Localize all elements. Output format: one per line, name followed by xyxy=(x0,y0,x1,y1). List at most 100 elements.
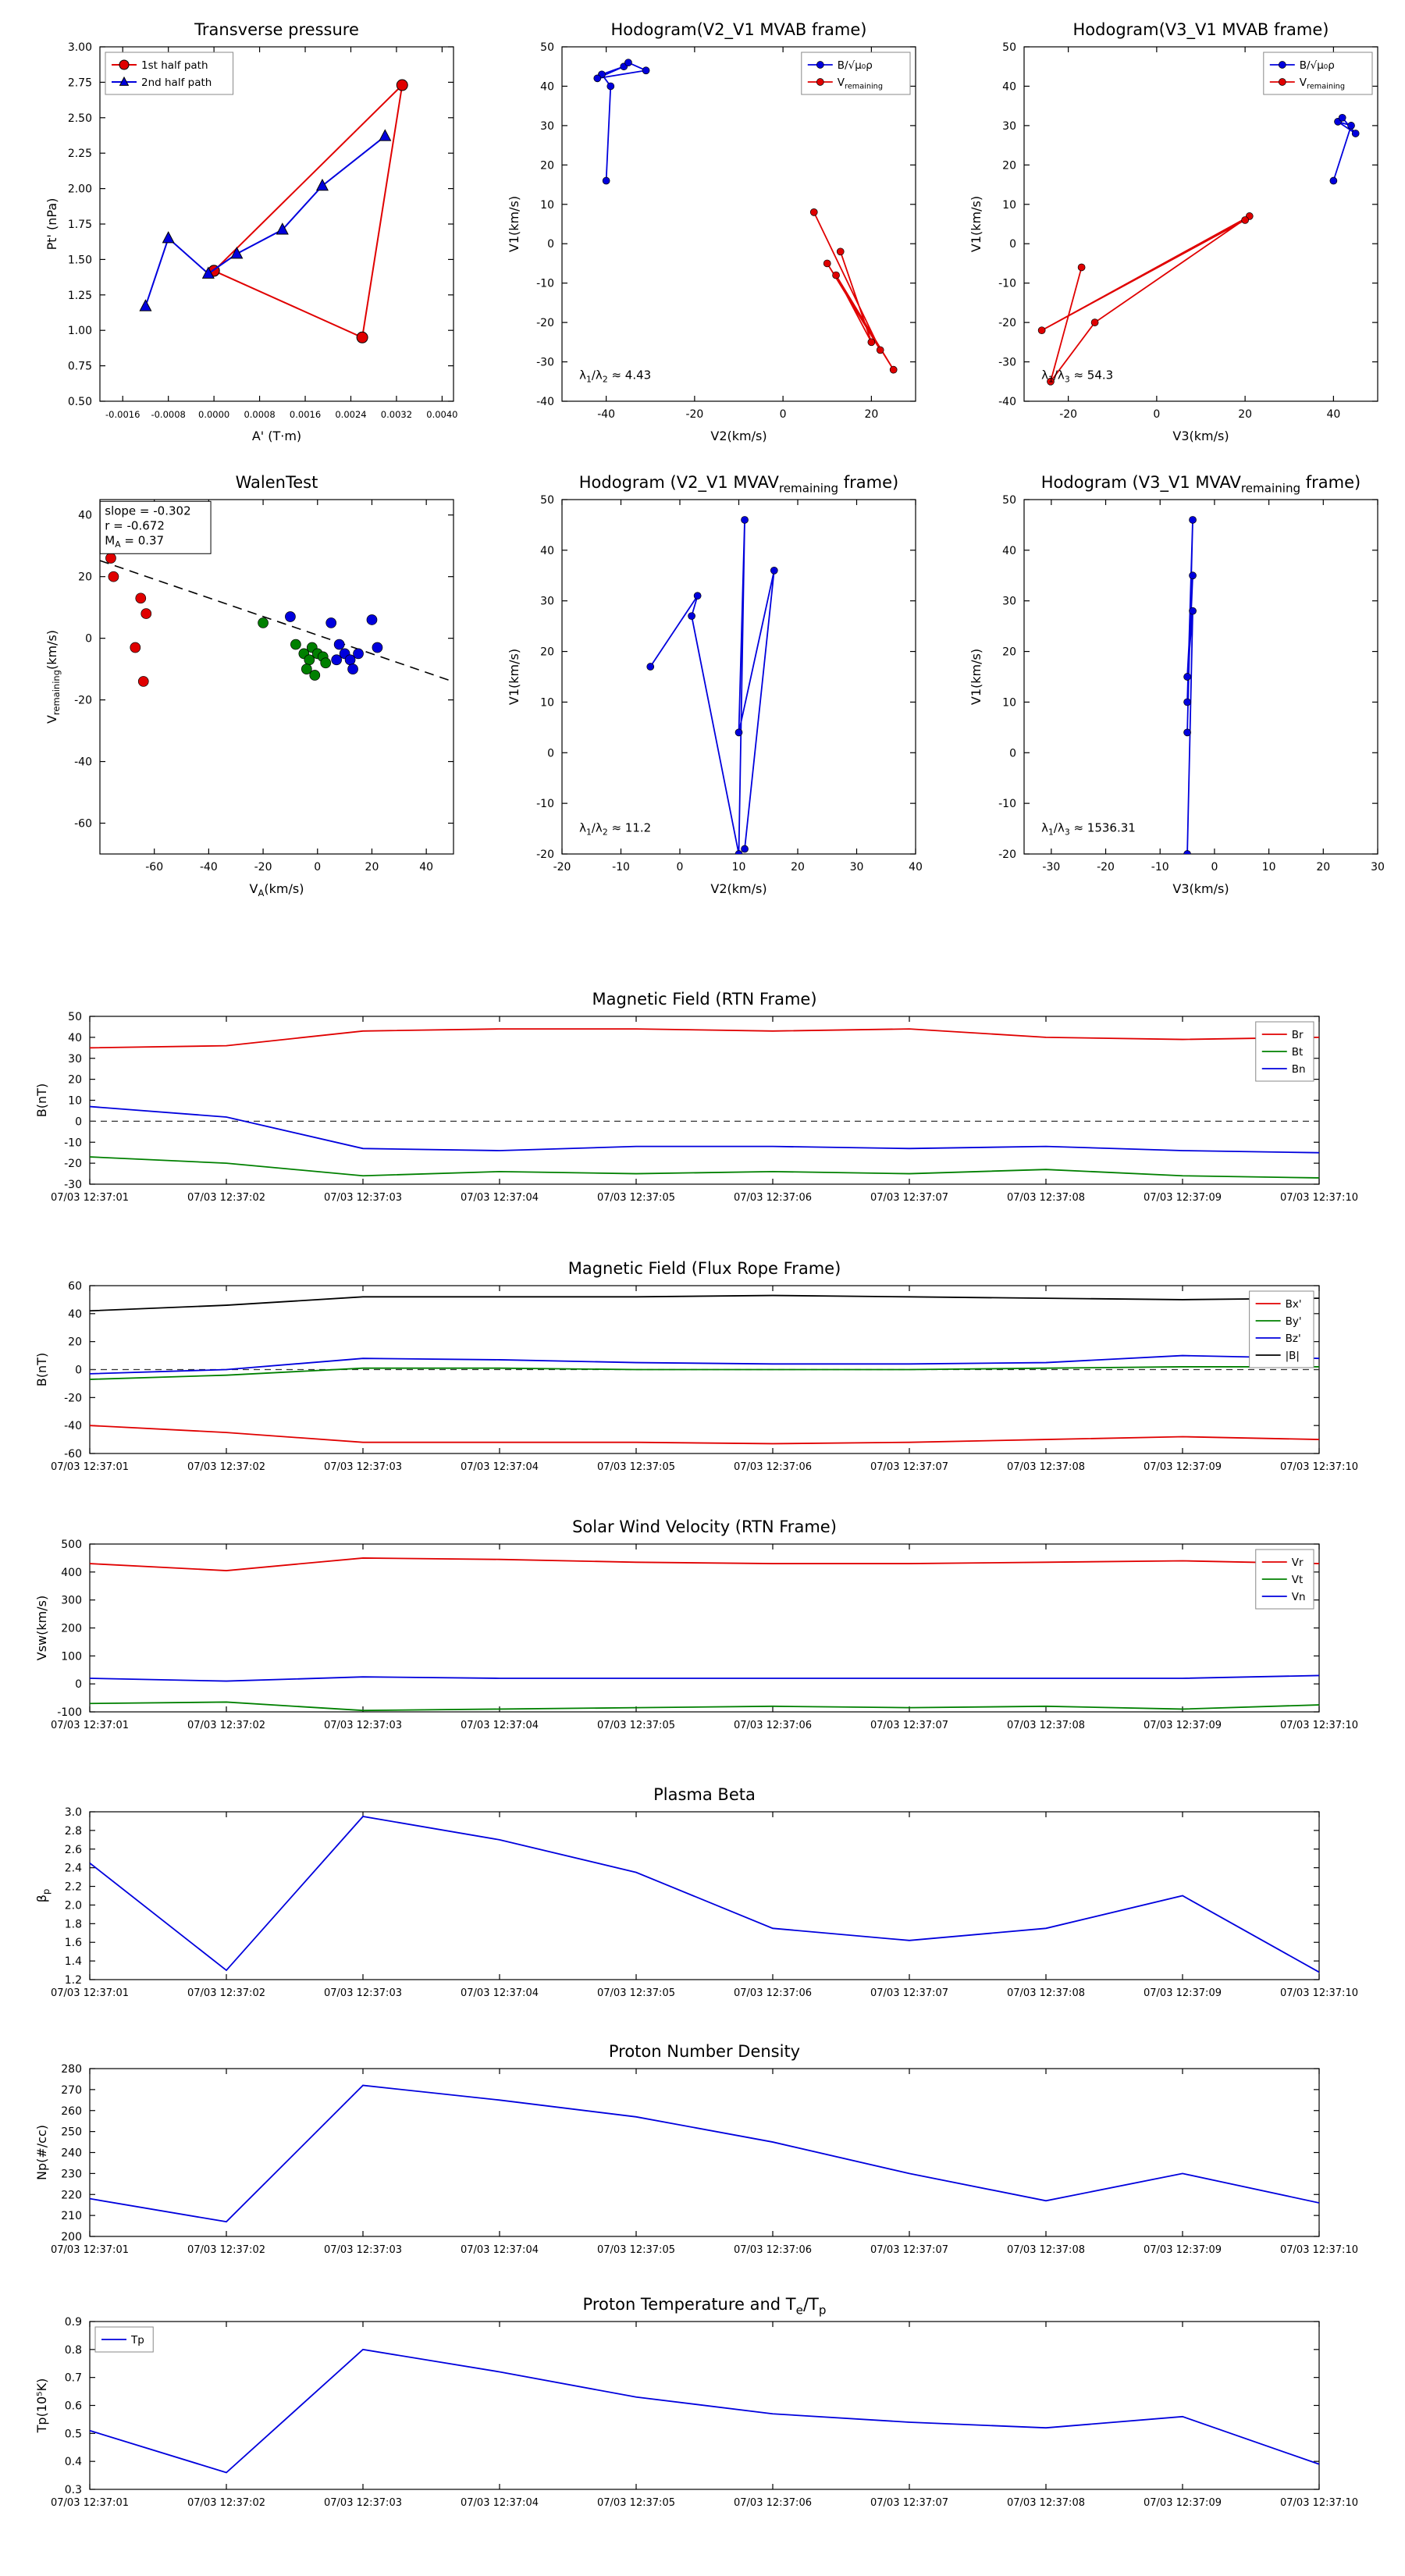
svg-text:-20: -20 xyxy=(536,849,554,861)
svg-text:-10: -10 xyxy=(1151,861,1169,873)
svg-text:-30: -30 xyxy=(536,357,554,369)
svg-text:-20: -20 xyxy=(64,1392,82,1404)
chart-proton-number-density: Proton Number Density 07/03 12:37:01 07/03… xyxy=(31,2041,1405,2275)
svg-text:Vt: Vt xyxy=(1292,1574,1304,1586)
svg-text:07/03 12:37:01: 07/03 12:37:01 xyxy=(51,1192,129,1204)
svg-text:-20: -20 xyxy=(998,849,1016,861)
svg-text:0.3: 0.3 xyxy=(65,2484,82,2496)
svg-text:10: 10 xyxy=(1002,696,1016,709)
svg-text:40: 40 xyxy=(68,1308,82,1321)
svg-text:100: 100 xyxy=(61,1650,82,1663)
svg-text:20: 20 xyxy=(78,571,92,584)
svg-text:07/03 12:37:07: 07/03 12:37:07 xyxy=(870,1987,948,1999)
svg-text:Solar Wind Velocity (RTN Frame: Solar Wind Velocity (RTN Frame) xyxy=(572,1517,837,1536)
svg-text:Hodogram (V3_V1 MVAVremaining: Hodogram (V3_V1 MVAVremaining frame) xyxy=(1041,473,1361,495)
svg-text:300: 300 xyxy=(61,1595,82,1607)
svg-text:Hodogram(V3_V1 MVAB frame): Hodogram(V3_V1 MVAB frame) xyxy=(1073,20,1329,40)
svg-text:-0.0008: -0.0008 xyxy=(151,409,185,420)
svg-text:07/03 12:37:02: 07/03 12:37:02 xyxy=(187,2497,265,2509)
svg-text:slope = -0.302: slope = -0.302 xyxy=(105,503,190,518)
svg-text:-20: -20 xyxy=(74,695,92,707)
svg-text:B/√μ₀ρ: B/√μ₀ρ xyxy=(1300,59,1335,72)
chart-hodogram-v3v1-mvav-remaining: Hodogram (V3_V1 MVAVremaining frame) -30 -… xyxy=(955,464,1389,901)
svg-text:2.6: 2.6 xyxy=(65,1844,82,1856)
svg-text:07/03 12:37:04: 07/03 12:37:04 xyxy=(461,2497,539,2509)
svg-text:07/03 12:37:06: 07/03 12:37:06 xyxy=(734,2244,812,2256)
svg-text:10: 10 xyxy=(540,696,554,709)
svg-text:-20: -20 xyxy=(536,317,554,329)
svg-text:V3(km/s): V3(km/s) xyxy=(1172,429,1229,443)
svg-text:20: 20 xyxy=(365,861,379,873)
svg-text:07/03 12:37:08: 07/03 12:37:08 xyxy=(1007,1720,1085,1731)
svg-text:Vn: Vn xyxy=(1292,1591,1306,1603)
svg-text:2.25: 2.25 xyxy=(68,148,92,160)
svg-text:07/03 12:37:07: 07/03 12:37:07 xyxy=(870,1461,948,1473)
svg-text:2.50: 2.50 xyxy=(68,112,92,125)
svg-text:2nd half path: 2nd half path xyxy=(141,76,212,89)
svg-text:0: 0 xyxy=(780,408,787,421)
svg-text:Vremaining(km/s): Vremaining(km/s) xyxy=(44,630,62,724)
svg-text:1.4: 1.4 xyxy=(65,1955,82,1968)
svg-text:07/03 12:37:01: 07/03 12:37:01 xyxy=(51,2244,129,2256)
svg-text:WalenTest: WalenTest xyxy=(236,473,318,492)
svg-text:1.00: 1.00 xyxy=(68,325,92,337)
svg-text:200: 200 xyxy=(61,2231,82,2243)
svg-text:07/03 12:37:04: 07/03 12:37:04 xyxy=(461,1192,539,1204)
svg-text:2.2: 2.2 xyxy=(65,1881,82,1894)
svg-text:-40: -40 xyxy=(64,1420,82,1432)
svg-text:20: 20 xyxy=(540,646,554,659)
svg-text:0: 0 xyxy=(1009,238,1016,251)
svg-text:07/03 12:37:01: 07/03 12:37:01 xyxy=(51,2497,129,2509)
svg-text:07/03 12:37:09: 07/03 12:37:09 xyxy=(1144,1720,1222,1731)
svg-text:-20: -20 xyxy=(1059,408,1077,421)
svg-text:0.75: 0.75 xyxy=(68,361,92,373)
svg-text:Hodogram (V2_V1 MVAVremaining: Hodogram (V2_V1 MVAVremaining frame) xyxy=(579,473,899,495)
svg-text:0.0000: 0.0000 xyxy=(198,409,229,420)
svg-text:30: 30 xyxy=(68,1053,82,1066)
svg-text:-60: -60 xyxy=(145,861,163,873)
svg-text:B/√μ₀ρ: B/√μ₀ρ xyxy=(838,59,873,72)
svg-text:-30: -30 xyxy=(64,1179,82,1191)
svg-text:-20: -20 xyxy=(553,861,571,873)
svg-text:07/03 12:37:09: 07/03 12:37:09 xyxy=(1144,1192,1222,1204)
svg-text:0: 0 xyxy=(75,1364,82,1377)
svg-text:Np(#/cc): Np(#/cc) xyxy=(34,2125,49,2180)
svg-text:07/03 12:37:07: 07/03 12:37:07 xyxy=(870,1192,948,1204)
svg-text:07/03 12:37:05: 07/03 12:37:05 xyxy=(597,2497,675,2509)
svg-text:0.0008: 0.0008 xyxy=(244,409,275,420)
svg-text:V2(km/s): V2(km/s) xyxy=(710,881,767,896)
svg-text:0: 0 xyxy=(547,747,554,760)
svg-text:Bx': Bx' xyxy=(1286,1298,1302,1311)
svg-text:20: 20 xyxy=(68,1074,82,1087)
svg-text:Bt: Bt xyxy=(1292,1046,1304,1059)
svg-text:07/03 12:37:02: 07/03 12:37:02 xyxy=(187,1461,265,1473)
svg-text:07/03 12:37:08: 07/03 12:37:08 xyxy=(1007,1987,1085,1999)
svg-text:07/03 12:37:06: 07/03 12:37:06 xyxy=(734,1987,812,1999)
svg-text:07/03 12:37:03: 07/03 12:37:03 xyxy=(324,1192,402,1204)
svg-text:07/03 12:37:05: 07/03 12:37:05 xyxy=(597,1720,675,1731)
svg-text:2.4: 2.4 xyxy=(65,1863,82,1875)
svg-text:-20: -20 xyxy=(998,317,1016,329)
svg-text:07/03 12:37:05: 07/03 12:37:05 xyxy=(597,1987,675,1999)
svg-text:0: 0 xyxy=(75,1115,82,1128)
svg-text:-40: -40 xyxy=(536,396,554,408)
svg-text:07/03 12:37:04: 07/03 12:37:04 xyxy=(461,1461,539,1473)
svg-text:0.0040: 0.0040 xyxy=(426,409,457,420)
svg-text:λ1/λ2 ≈ 4.43: λ1/λ2 ≈ 4.43 xyxy=(579,368,651,385)
svg-text:-20: -20 xyxy=(1097,861,1115,873)
svg-text:0.0032: 0.0032 xyxy=(381,409,412,420)
svg-text:07/03 12:37:10: 07/03 12:37:10 xyxy=(1280,2497,1358,2509)
svg-text:07/03 12:37:04: 07/03 12:37:04 xyxy=(461,1720,539,1731)
svg-text:-40: -40 xyxy=(200,861,218,873)
svg-text:0.5: 0.5 xyxy=(65,2428,82,2440)
svg-text:40: 40 xyxy=(78,510,92,522)
svg-text:50: 50 xyxy=(540,41,554,54)
svg-text:0: 0 xyxy=(1153,408,1160,421)
svg-text:30: 30 xyxy=(1371,861,1385,873)
svg-text:40: 40 xyxy=(68,1032,82,1044)
svg-text:Proton Number Density: Proton Number Density xyxy=(609,2042,800,2061)
svg-text:-40: -40 xyxy=(998,396,1016,408)
svg-text:V2(km/s): V2(km/s) xyxy=(710,429,767,443)
svg-text:07/03 12:37:06: 07/03 12:37:06 xyxy=(734,2497,812,2509)
svg-text:Transverse pressure: Transverse pressure xyxy=(194,20,359,39)
